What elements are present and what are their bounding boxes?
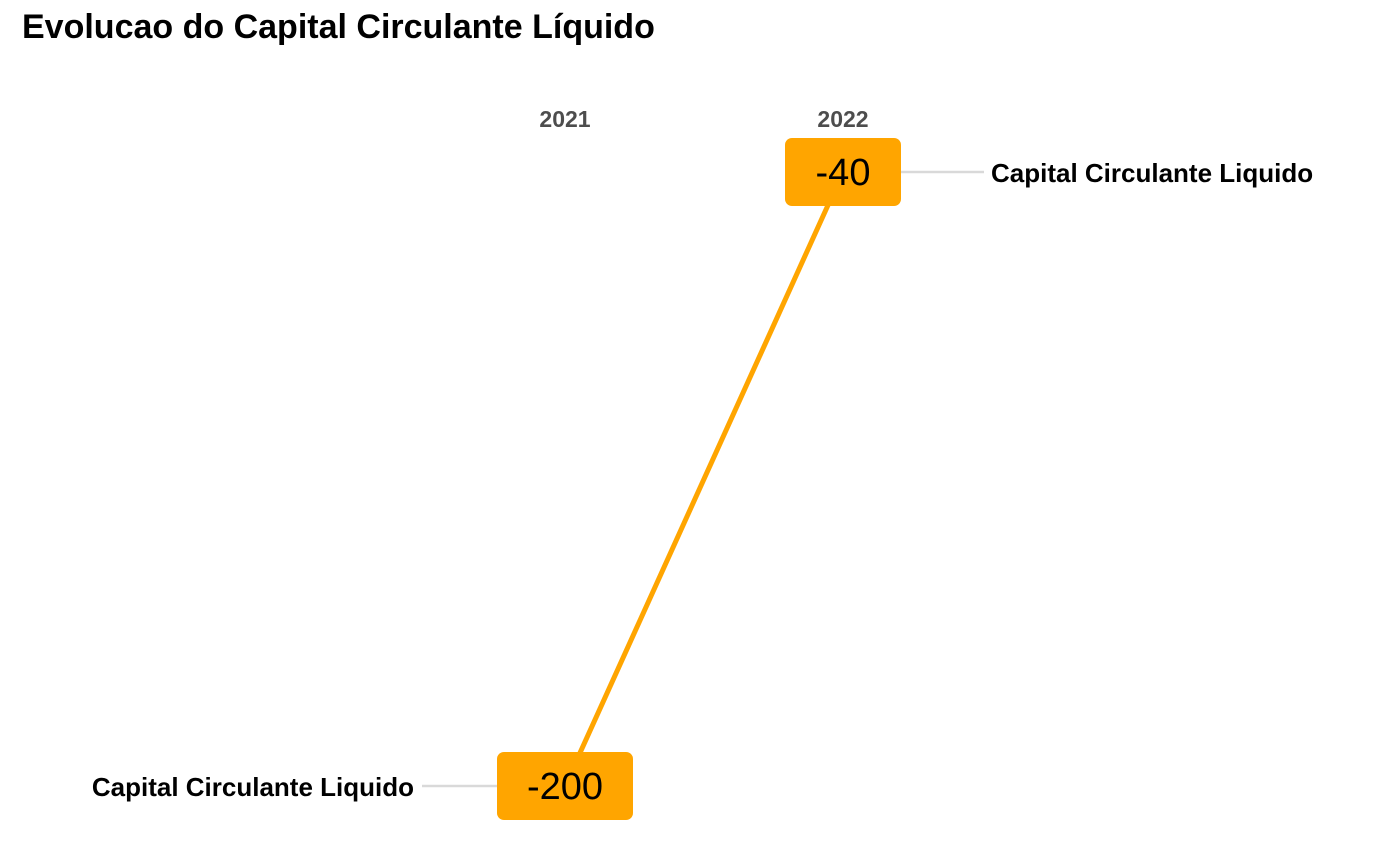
series-label-start: Capital Circulante Liquido xyxy=(92,772,414,802)
value-label-2021: -200 xyxy=(497,752,633,820)
plot-area: Capital Circulante Liquido Capital Circul… xyxy=(92,138,1313,820)
value-label-2022: -40 xyxy=(785,138,901,206)
x-tick-label-2021: 2021 xyxy=(539,106,590,132)
x-tick-label-2022: 2022 xyxy=(817,106,868,132)
value-label-text: -40 xyxy=(816,152,871,194)
x-axis: 2021 2022 xyxy=(539,106,868,132)
series-label-end: Capital Circulante Liquido xyxy=(991,158,1313,188)
value-label-box xyxy=(497,752,633,820)
series-line xyxy=(562,170,846,788)
value-label-box xyxy=(785,138,901,206)
value-label-text: -200 xyxy=(527,766,603,808)
chart-title: Evolucao do Capital Circulante Líquido xyxy=(22,8,655,46)
